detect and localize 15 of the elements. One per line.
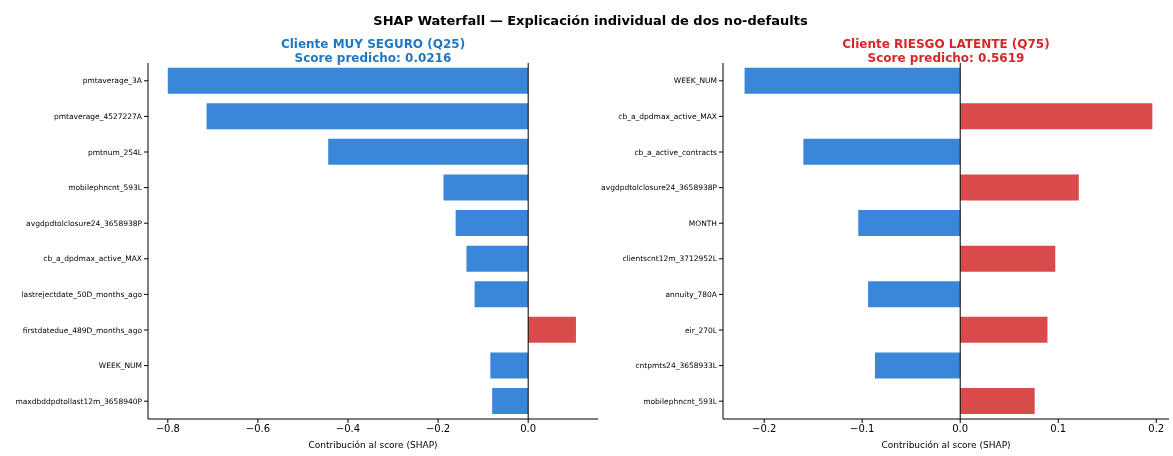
chart-subtitle: Cliente MUY SEGURO (Q25) Score predicho: 0.0216 — [279, 37, 467, 65]
x-tick-label: −0.2 — [425, 423, 451, 435]
x-tick-label: −0.8 — [155, 423, 180, 435]
x-tick-label: 0.2 — [1148, 423, 1165, 435]
chart-title: SHAP Waterfall — Explicación individual de dos no-defaults — [372, 13, 809, 28]
x-tick-label: −0.6 — [245, 423, 271, 435]
x-tick-label: −0.1 — [850, 423, 875, 435]
chart-subtitle: Cliente RIESGO LATENTE (Q75) Score predicho: 0.5619 — [841, 37, 1051, 65]
x-tick-label: −0.2 — [752, 423, 777, 435]
x-tick-label: 0.1 — [1050, 423, 1067, 435]
x-tick-label: −0.4 — [335, 423, 361, 435]
x-tick-label: 0.0 — [952, 423, 969, 435]
x-axis-title: Contribución al score (SHAP) — [307, 440, 439, 450]
x-tick-label: 0.0 — [520, 423, 537, 435]
x-axis-title: Contribución al score (SHAP) — [880, 440, 1012, 450]
